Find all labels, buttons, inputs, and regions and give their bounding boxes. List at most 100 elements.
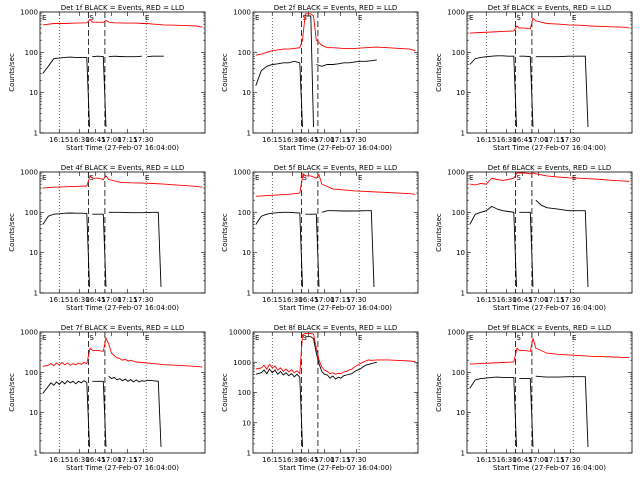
series-lld: [255, 13, 416, 56]
plot-frame: [39, 331, 206, 454]
annotation-s: S: [516, 334, 521, 342]
plot-frame: [466, 331, 633, 454]
annotation-e-right: E: [358, 14, 362, 22]
x-tick-label: 17:00: [528, 136, 548, 144]
x-tick-label: 17:00: [314, 456, 334, 464]
y-tick-label: 1000: [233, 9, 251, 17]
plot-frame: [252, 331, 419, 454]
x-tick-label: 17:30: [560, 296, 580, 304]
x-tick-label: 17:15: [117, 456, 137, 464]
y-tick-label: 1000: [233, 359, 251, 367]
annotation-s: S: [302, 334, 307, 342]
panel-title: Det 6f BLACK = Events, RED = LLD: [488, 164, 611, 172]
x-tick-label: 16:15: [262, 136, 282, 144]
panel-5: Det 5f BLACK = Events, RED = LLD 1 10 100 10…: [221, 164, 419, 312]
y-axis-label: Counts/sec: [8, 373, 16, 412]
plot-frame: [39, 171, 206, 294]
y-tick-label: 1: [461, 130, 465, 138]
series-lld: [469, 17, 630, 34]
x-tick-label: 16:45: [298, 136, 318, 144]
plot-frame: [252, 11, 419, 134]
y-tick-label: 10: [456, 409, 465, 417]
x-axis-label: Start Time (27-Feb-07 16:04:00): [66, 464, 179, 472]
y-tick-label: 1: [461, 290, 465, 298]
x-tick-label: 17:30: [346, 456, 366, 464]
x-tick-label: 17:00: [314, 136, 334, 144]
annotation-e-right: E: [145, 334, 149, 342]
x-tick-label: 16:30: [283, 456, 303, 464]
panel-4: Det 4f BLACK = Events, RED = LLD 1 10 100 10…: [8, 164, 206, 312]
x-tick-label: 17:00: [528, 296, 548, 304]
x-tick-label: 16:30: [283, 136, 303, 144]
y-tick-label: 10: [242, 249, 251, 257]
series-lld: [42, 18, 203, 28]
x-tick-label: 17:30: [346, 296, 366, 304]
series-events: [42, 55, 142, 128]
plot-frame: [466, 171, 633, 294]
annotation-e-right: E: [145, 174, 149, 182]
annotation-e-left: E: [42, 14, 46, 22]
series-lld: [42, 336, 203, 368]
series-events: [469, 55, 589, 128]
x-tick-label: 17:15: [544, 296, 564, 304]
panel-2: Det 2f BLACK = Events, RED = LLD 1 10 100 10…: [221, 4, 419, 152]
y-axis-label: Counts/sec: [221, 53, 229, 92]
x-tick-label: 16:45: [512, 136, 532, 144]
x-tick-label: 16:45: [85, 456, 105, 464]
annotation-e-left: E: [469, 334, 473, 342]
panel-title: Det 1f BLACK = Events, RED = LLD: [61, 4, 184, 12]
y-tick-label: 1: [461, 450, 465, 458]
plot-frame: [466, 11, 633, 134]
x-tick-label: 16:45: [512, 296, 532, 304]
y-tick-label: 1: [247, 450, 251, 458]
x-tick-label: 17:30: [560, 456, 580, 464]
y-tick-label: 100: [452, 49, 465, 57]
panel-7: Det 7f BLACK = Events, RED = LLD 1 10 100 10…: [8, 324, 206, 472]
x-tick-label: 16:15: [49, 456, 69, 464]
x-tick-label: 16:30: [70, 136, 90, 144]
plot-frame: [252, 171, 419, 294]
y-tick-label: 10: [29, 249, 38, 257]
panel-title: Det 5f BLACK = Events, RED = LLD: [274, 164, 397, 172]
annotation-e-left: E: [255, 14, 259, 22]
y-tick-label: 1000: [20, 169, 38, 177]
x-tick-label: 16:30: [497, 456, 517, 464]
series-lld: [469, 338, 630, 365]
annotation-e-right: E: [572, 14, 576, 22]
y-tick-label: 10: [29, 409, 38, 417]
panel-title: Det 9f BLACK = Events, RED = LLD: [488, 324, 611, 332]
y-tick-label: 1: [34, 290, 38, 298]
x-tick-label: 17:30: [133, 296, 153, 304]
x-tick-label: 17:00: [314, 296, 334, 304]
x-tick-label: 16:15: [49, 136, 69, 144]
x-axis-label: Start Time (27-Feb-07 16:04:00): [493, 304, 606, 312]
y-tick-label: 1000: [20, 329, 38, 337]
annotation-s: S: [89, 334, 94, 342]
panel-title: Det 4f BLACK = Events, RED = LLD: [61, 164, 184, 172]
y-tick-label: 1000: [447, 169, 465, 177]
x-tick-label: 16:15: [476, 296, 496, 304]
x-axis-label: Start Time (27-Feb-07 16:04:00): [279, 144, 392, 152]
annotation-s: S: [516, 14, 521, 22]
x-tick-label: 17:15: [117, 296, 137, 304]
y-tick-label: 1: [34, 130, 38, 138]
y-tick-label: 10000: [229, 329, 251, 337]
x-tick-label: 17:30: [133, 456, 153, 464]
y-axis-label: Counts/sec: [435, 373, 443, 412]
annotation-e-right: E: [358, 174, 362, 182]
panel-9: Det 9f BLACK = Events, RED = LLD 1 10 100 10…: [435, 324, 633, 472]
x-tick-label: 17:15: [544, 136, 564, 144]
x-tick-label: 16:45: [512, 456, 532, 464]
y-axis-label: Counts/sec: [221, 213, 229, 252]
annotation-e-right: E: [145, 14, 149, 22]
x-tick-label: 17:15: [330, 136, 350, 144]
series-events: [255, 336, 377, 448]
x-tick-label: 17:30: [133, 136, 153, 144]
annotation-e-left: E: [469, 174, 473, 182]
series-events-tail: [147, 55, 164, 58]
series-events: [42, 211, 162, 288]
y-axis-label: Counts/sec: [435, 213, 443, 252]
annotation-s: S: [302, 174, 307, 182]
y-tick-label: 1000: [20, 9, 38, 17]
x-tick-label: 16:30: [497, 136, 517, 144]
